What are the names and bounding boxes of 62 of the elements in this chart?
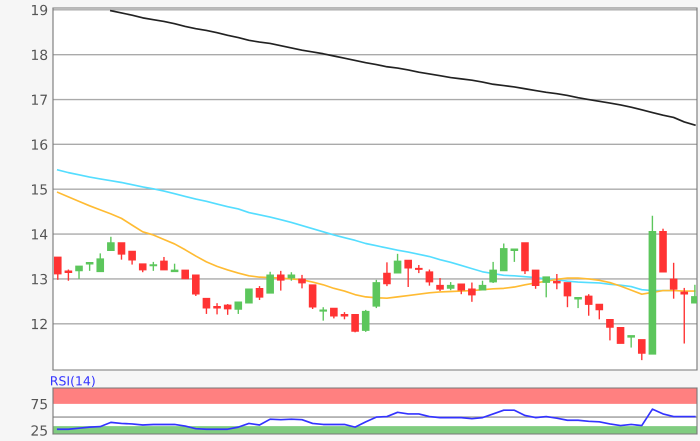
candlestick	[574, 296, 582, 309]
candlestick	[319, 306, 328, 322]
candlestick	[638, 338, 646, 361]
candlestick	[436, 277, 444, 292]
line-series	[56, 192, 696, 300]
candlestick	[426, 268, 434, 286]
candlestick	[500, 242, 508, 272]
candlestick	[564, 282, 572, 308]
candlestick	[596, 303, 604, 320]
y-tick-label: 16	[32, 139, 48, 150]
candlestick	[489, 261, 497, 284]
y-tick-label: 18	[32, 50, 48, 60]
candlestick	[404, 259, 412, 288]
candlestick	[680, 287, 688, 344]
candlestick	[627, 334, 635, 348]
candlestick	[298, 274, 306, 290]
candlestick	[542, 276, 550, 298]
candlestick	[256, 285, 264, 301]
candlestick	[584, 293, 592, 316]
candlestick	[394, 253, 402, 274]
candlestick	[107, 236, 115, 252]
candlestick	[202, 298, 210, 315]
candlestick	[234, 301, 242, 315]
candlestick	[616, 327, 624, 344]
y-tick-label: 75	[32, 399, 47, 410]
chart-title: RSI(14)	[51, 376, 95, 388]
candlestick	[330, 307, 338, 320]
y-tick-label: 15	[32, 184, 47, 195]
candlestick	[532, 269, 540, 290]
line-series	[56, 408, 696, 430]
candlestick	[510, 248, 518, 263]
candlestick	[118, 242, 126, 260]
candlestick	[383, 262, 391, 287]
candlestick	[362, 309, 370, 333]
y-tick-label: 25	[31, 425, 47, 436]
candlestick	[670, 262, 678, 300]
candlestick	[553, 273, 561, 290]
candlestick	[192, 274, 200, 297]
candlestick	[478, 280, 486, 291]
candlestick	[160, 256, 168, 271]
candlestick	[308, 284, 316, 310]
candlestick	[606, 318, 614, 342]
candlestick	[351, 314, 359, 334]
candlestick	[213, 302, 221, 316]
candlestick	[372, 279, 380, 309]
candlestick	[457, 283, 466, 295]
candlestick	[276, 270, 285, 292]
candlestick	[245, 288, 253, 304]
candlestick	[75, 265, 83, 280]
candlestick	[96, 252, 104, 272]
candlestick	[266, 271, 274, 294]
y-tick-label: 19	[32, 4, 48, 16]
candlestick	[224, 303, 232, 316]
y-tick-label: 14	[32, 229, 48, 240]
y-tick-label: 12	[32, 318, 47, 330]
y-tick-label: 17	[32, 94, 47, 105]
candlestick	[54, 256, 62, 281]
line-series	[110, 10, 696, 126]
candlestick	[64, 268, 72, 282]
candlestick	[128, 250, 136, 266]
y-tick-label: 13	[32, 274, 48, 284]
candlestick	[468, 282, 476, 303]
